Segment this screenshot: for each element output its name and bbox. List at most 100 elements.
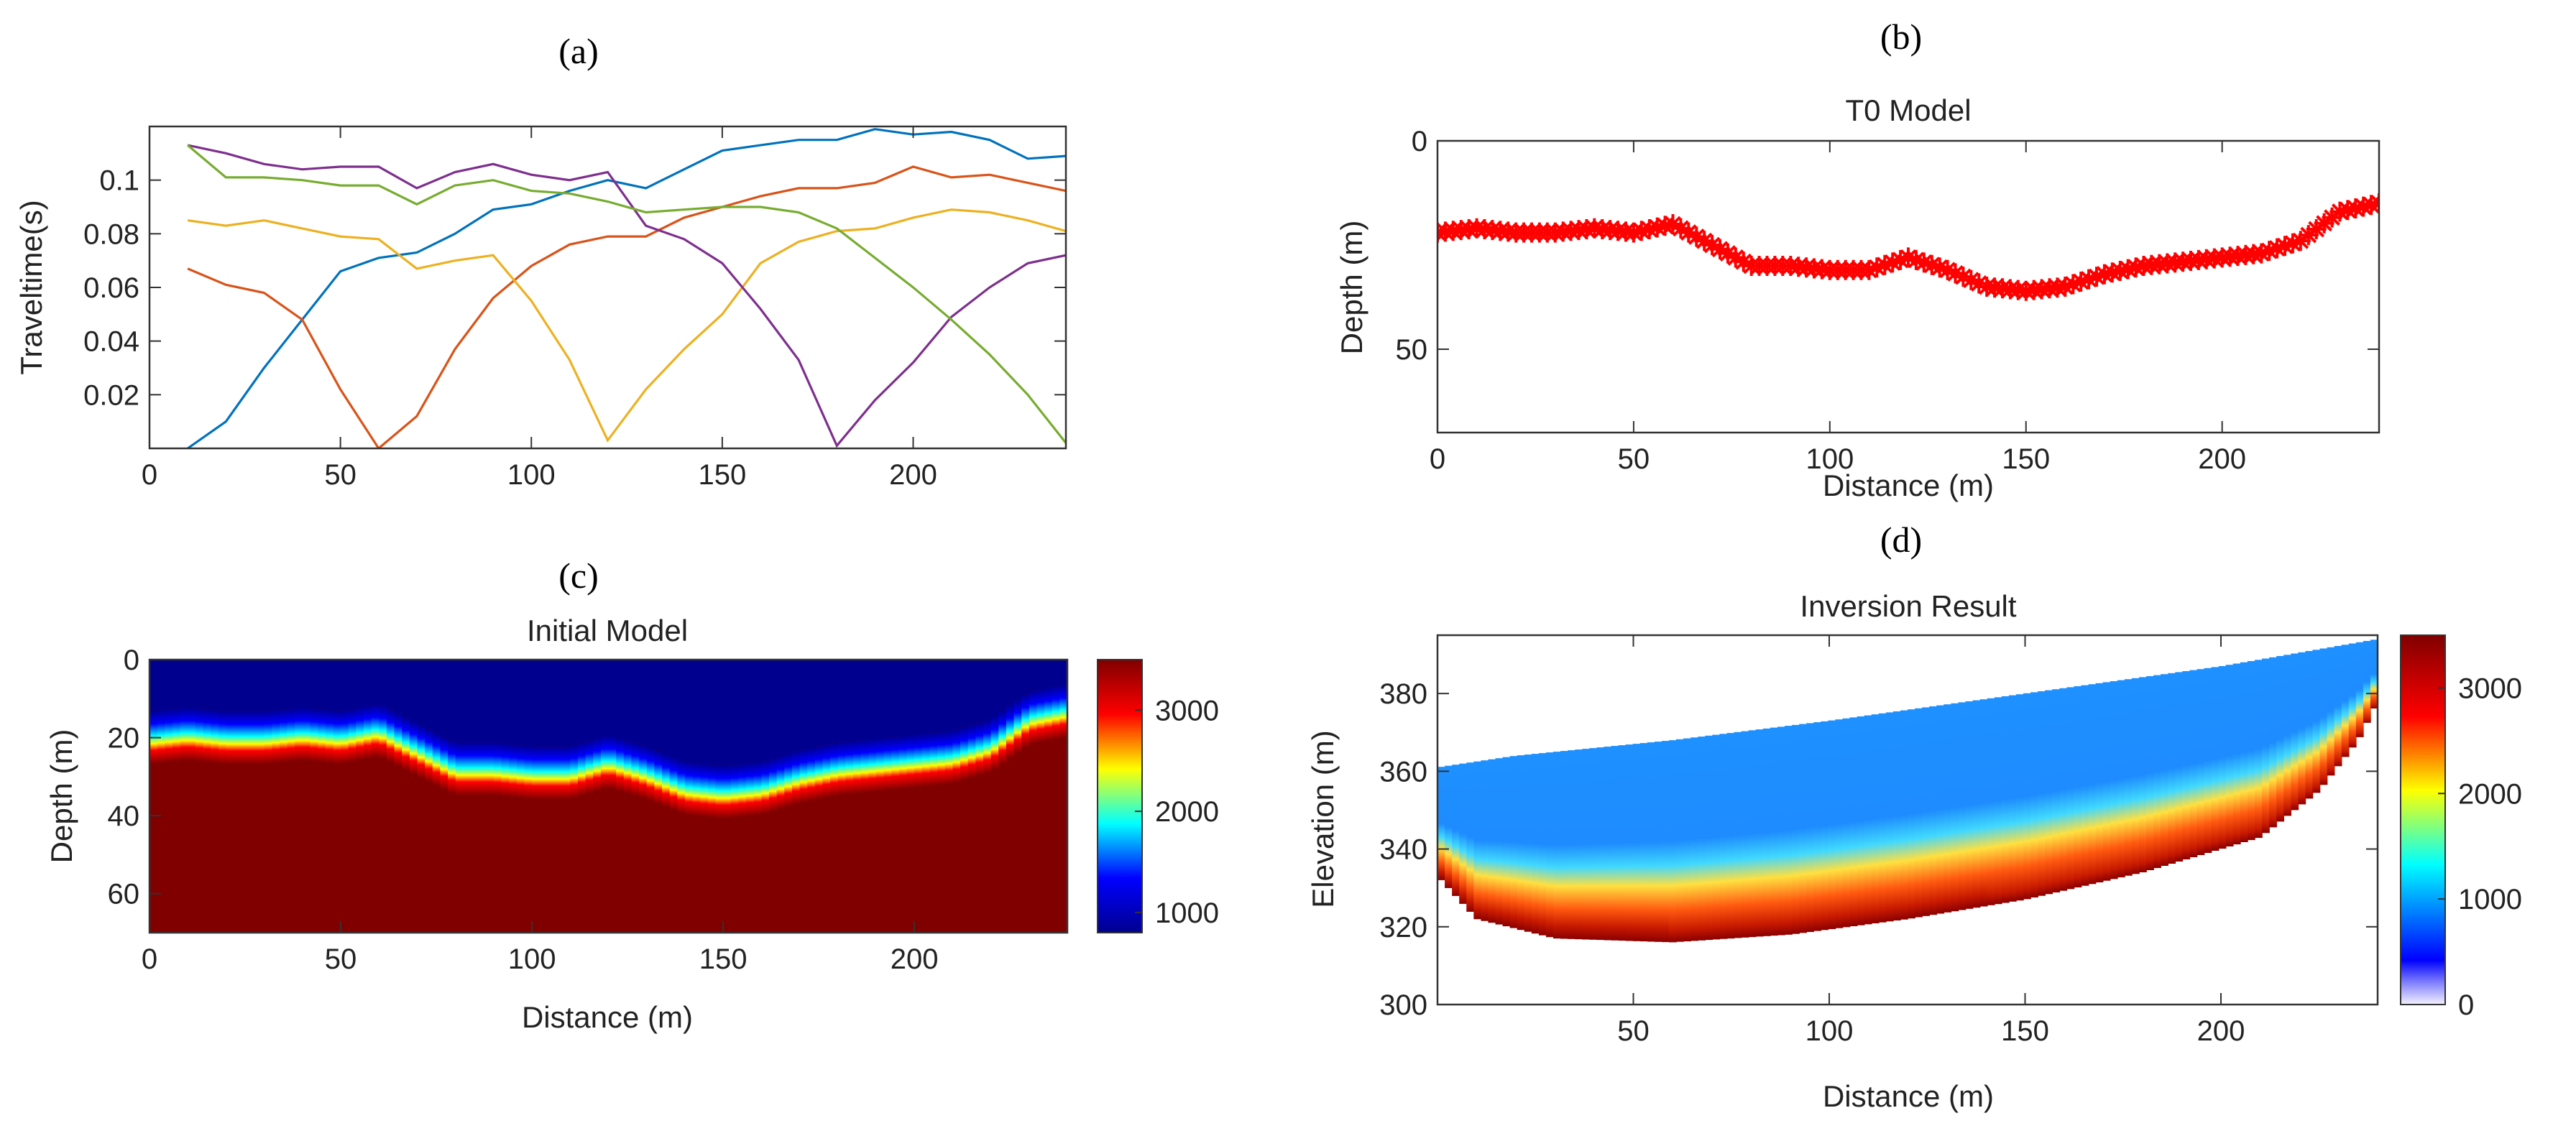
- heatmap-cell: [1459, 763, 1468, 904]
- x-tick-label: 100: [508, 943, 556, 975]
- heatmap-cell: [409, 660, 418, 721]
- y-tick-label: 20: [108, 723, 140, 754]
- heatmap-cell: [883, 737, 893, 790]
- heatmap-cell: [891, 736, 900, 790]
- t0-marker: [2290, 231, 2311, 251]
- heatmap-cell: [172, 708, 181, 762]
- heatmap-cell: [1864, 715, 1872, 925]
- t0-marker: [1882, 252, 1903, 273]
- heatmap-cell: [1538, 753, 1547, 936]
- t0-marker: [1898, 247, 1918, 268]
- heatmap-cell: [761, 660, 770, 761]
- heatmap-cell: [1044, 687, 1053, 741]
- plot-frame: [1436, 139, 2380, 434]
- t0-marker: [2071, 272, 2092, 292]
- heatmap-cell: [264, 710, 273, 764]
- panel-label-c: (c): [558, 555, 599, 596]
- heatmap-cell: [203, 708, 211, 762]
- t0-marker: [1945, 263, 1966, 284]
- heatmap-cell: [448, 740, 456, 794]
- heatmap-cell: [921, 660, 931, 734]
- heatmap-cell: [402, 660, 410, 717]
- heatmap-cell: [937, 731, 946, 785]
- x-tick-label: 0: [1430, 443, 1445, 475]
- x-tick-label: 0: [142, 943, 157, 975]
- heatmap-cell: [753, 660, 763, 762]
- heatmap-cell: [2211, 667, 2220, 851]
- heatmap-cell: [493, 742, 502, 796]
- heatmap-cell: [532, 660, 540, 747]
- heatmap-cell: [600, 660, 610, 736]
- chart-b: 0 50 100 150 200 0 50: [1396, 126, 2380, 475]
- y-tick-label: 0.08: [83, 218, 139, 250]
- heatmap-cell: [1792, 724, 1800, 934]
- heatmap-cell: [2023, 693, 2031, 900]
- chart-c-xlabel: Distance (m): [522, 1000, 693, 1034]
- heatmap-cell: [791, 660, 801, 752]
- heatmap-cell: [944, 731, 954, 785]
- heatmap-cell: [348, 708, 357, 762]
- t0-marker: [2345, 198, 2366, 218]
- heatmap-cell: [1908, 709, 1915, 919]
- heatmap-cell: [241, 660, 250, 711]
- heatmap-cell: [440, 736, 448, 790]
- plot-frame: [1436, 634, 2379, 1006]
- heatmap-cell: [2110, 681, 2118, 880]
- heatmap-cell: [1784, 726, 1793, 935]
- heatmap-cell: [1632, 744, 1641, 941]
- heatmap-cell: [723, 765, 732, 818]
- heatmap-cell: [1611, 746, 1619, 941]
- heatmap-cell: [593, 737, 602, 791]
- heatmap-cell: [478, 660, 487, 742]
- chart-c-ylabel: Depth (m): [45, 729, 78, 864]
- heatmap-cell: [860, 739, 870, 793]
- heatmap-cell: [562, 660, 571, 747]
- heatmap-cell: [1712, 734, 1721, 940]
- t0-marker: [1859, 259, 1880, 280]
- x-tick-label: 50: [324, 459, 356, 491]
- heatmap-cell: [646, 747, 656, 801]
- t0-marker: [1717, 243, 1738, 264]
- heatmap-cell: [761, 760, 770, 814]
- heatmap-cell: [1878, 713, 1887, 923]
- heatmap-cell: [226, 660, 234, 711]
- heatmap-cell: [417, 660, 426, 725]
- heatmap-cell: [226, 711, 234, 765]
- heatmap-cell: [585, 660, 594, 741]
- heatmap-cell: [1994, 697, 2002, 905]
- chart-d-ylabel: Elevation (m): [1306, 730, 1340, 908]
- heatmap-cell: [1582, 749, 1591, 940]
- y-tick-label: 300: [1379, 989, 1427, 1021]
- heatmap-cell: [1488, 759, 1496, 923]
- heatmap-cell: [707, 764, 717, 818]
- y-tick-label: 320: [1379, 912, 1427, 943]
- heatmap-cell: [1531, 754, 1540, 934]
- heatmap-cell: [371, 660, 380, 704]
- t0-marker: [1655, 216, 1675, 236]
- heatmap-cell: [1604, 747, 1612, 941]
- heatmap-cell: [921, 733, 931, 787]
- heatmap-cell: [807, 747, 816, 801]
- t0-marker: [1702, 235, 1723, 255]
- heatmap-cell: [2312, 650, 2321, 793]
- heatmap-cell: [1944, 704, 1952, 913]
- heatmap-cell: [1755, 729, 1764, 937]
- series-line-2: [187, 165, 1066, 448]
- heatmap-cell: [677, 760, 686, 813]
- heatmap-cell: [654, 660, 663, 751]
- heatmap-cell: [2232, 663, 2241, 845]
- heatmap-cell: [2225, 665, 2234, 846]
- heatmap-cell: [1589, 748, 1598, 940]
- heatmap-cell: [1059, 660, 1067, 685]
- y-tick-label: 380: [1379, 678, 1427, 710]
- heatmap-cell: [1036, 689, 1045, 742]
- heatmap-cell: [623, 660, 632, 741]
- heatmap-cell: [1849, 717, 1858, 926]
- heatmap-cell: [608, 660, 617, 736]
- series-group: [187, 128, 1066, 448]
- heatmap-cell: [2102, 682, 2111, 881]
- t0-marker: [1937, 259, 1958, 280]
- heatmap-cell: [1683, 738, 1691, 942]
- t0-marker: [1670, 218, 1691, 239]
- heatmap-cell: [218, 710, 227, 764]
